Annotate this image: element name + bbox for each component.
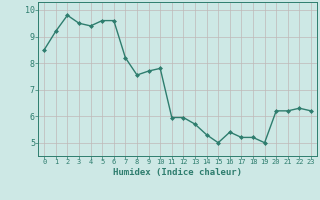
- X-axis label: Humidex (Indice chaleur): Humidex (Indice chaleur): [113, 168, 242, 177]
